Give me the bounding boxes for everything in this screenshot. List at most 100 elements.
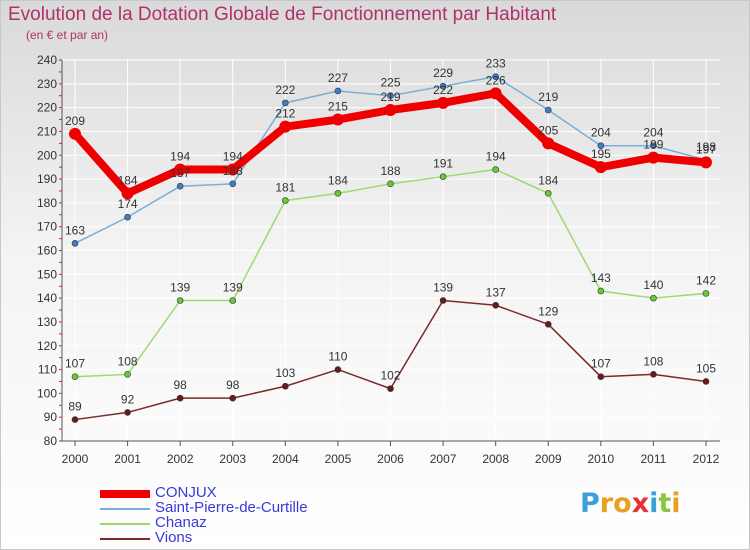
point-conjux	[279, 120, 292, 133]
y-tick-label: 160	[37, 244, 57, 258]
point-saint-pierre-de-curtille	[176, 182, 184, 190]
point-chanaz	[439, 173, 447, 180]
data-label-saint-pierre-de-curtille: 222	[275, 83, 295, 97]
data-label-chanaz: 188	[380, 164, 400, 178]
data-label-vions: 98	[173, 378, 187, 392]
data-label-saint-pierre-de-curtille: 198	[696, 140, 716, 154]
data-label-chanaz: 107	[65, 357, 85, 371]
point-vions	[544, 321, 552, 328]
x-tick-label: 2004	[272, 452, 299, 466]
data-label-chanaz: 139	[170, 281, 190, 295]
y-tick-label: 170	[37, 220, 57, 234]
data-label-chanaz: 143	[591, 271, 611, 285]
data-label-vions: 137	[486, 285, 506, 299]
point-saint-pierre-de-curtille	[544, 106, 552, 114]
point-conjux	[700, 156, 712, 169]
point-vions	[229, 394, 237, 402]
x-tick-label: 2000	[62, 452, 89, 466]
legend-swatch	[100, 490, 150, 498]
data-label-chanaz: 140	[643, 278, 663, 292]
legend-item-conjux: CONJUX	[100, 484, 360, 501]
proxiti-logo: Proxiti	[580, 488, 681, 519]
point-vions	[282, 382, 289, 390]
point-conjux	[542, 137, 555, 150]
chart-subtitle: (en € et par an)	[26, 28, 109, 42]
point-chanaz	[492, 166, 499, 173]
point-vions	[439, 297, 447, 304]
y-tick-label: 130	[37, 315, 57, 329]
legend-label: CONJUX	[155, 484, 217, 501]
data-label-chanaz: 184	[538, 173, 558, 187]
data-label-conjux: 222	[433, 83, 453, 97]
data-label-vions: 108	[643, 354, 663, 368]
x-tick-label: 2005	[325, 452, 352, 466]
grid	[62, 59, 720, 442]
point-vions	[176, 394, 184, 402]
data-label-chanaz: 184	[328, 173, 348, 187]
x-tick-label: 2002	[167, 452, 194, 466]
point-conjux	[594, 161, 607, 174]
point-vions	[650, 371, 657, 378]
y-tick-label: 150	[37, 267, 57, 281]
data-label-conjux: 184	[118, 173, 138, 187]
data-label-vions: 110	[328, 350, 347, 364]
point-vions	[702, 378, 710, 385]
data-label-chanaz: 139	[223, 281, 243, 295]
data-label-vions: 92	[121, 392, 135, 406]
y-tick-label: 140	[37, 291, 57, 305]
point-conjux	[331, 113, 344, 126]
point-vions	[387, 385, 394, 392]
x-tick-label: 2010	[587, 452, 614, 466]
point-saint-pierre-de-curtille	[282, 99, 289, 107]
data-label-conjux: 194	[223, 150, 243, 164]
data-label-vions: 98	[226, 378, 240, 392]
legend-swatch	[100, 538, 150, 540]
logo-letter: o	[613, 488, 632, 519]
x-tick-label: 2009	[535, 452, 562, 466]
logo-letter: i	[671, 488, 681, 519]
point-chanaz	[597, 287, 605, 295]
logo-letter: P	[580, 488, 600, 519]
data-label-saint-pierre-de-curtille: 187	[170, 166, 190, 180]
logo-letter: x	[631, 488, 650, 519]
point-vions	[492, 301, 499, 309]
point-conjux	[647, 151, 660, 164]
x-tick-label: 2008	[482, 452, 509, 466]
data-label-saint-pierre-de-curtille: 227	[328, 71, 348, 85]
x-tick-label: 2011	[641, 452, 667, 466]
point-saint-pierre-de-curtille	[492, 73, 499, 80]
data-label-vions: 105	[696, 361, 716, 375]
y-tick-label: 100	[37, 386, 57, 400]
data-label-vions: 129	[538, 304, 558, 318]
x-tick-label: 2001	[114, 452, 141, 466]
y-tick-label: 120	[37, 339, 57, 353]
point-conjux	[174, 163, 187, 176]
point-conjux	[69, 127, 81, 140]
logo-letter: r	[599, 488, 614, 519]
y-tick-label: 190	[37, 172, 57, 186]
legend-label: Saint-Pierre-de-Curtille	[155, 499, 308, 516]
point-vions	[71, 416, 79, 423]
data-label-saint-pierre-de-curtille: 229	[433, 66, 453, 80]
y-tick-label: 220	[37, 101, 57, 115]
logo-letter: i	[649, 488, 659, 519]
legend-swatch	[100, 508, 150, 510]
point-conjux	[384, 104, 397, 117]
legend-item-chanaz: Chanaz	[100, 514, 360, 531]
y-tick-label: 110	[38, 363, 57, 377]
point-saint-pierre-de-curtille	[334, 87, 342, 95]
legend-item-vions: Vions	[100, 529, 360, 546]
data-label-conjux: 205	[538, 123, 558, 137]
y-tick-label: 180	[37, 196, 57, 210]
data-label-vions: 139	[433, 281, 453, 295]
data-label-chanaz: 194	[486, 150, 506, 164]
data-label-chanaz: 191	[433, 157, 453, 171]
point-chanaz	[334, 190, 342, 197]
data-label-vions: 102	[380, 369, 400, 383]
point-conjux	[437, 96, 450, 109]
point-conjux	[489, 87, 502, 100]
data-label-conjux: 197	[696, 142, 716, 156]
y-tick-label: 210	[37, 124, 57, 138]
